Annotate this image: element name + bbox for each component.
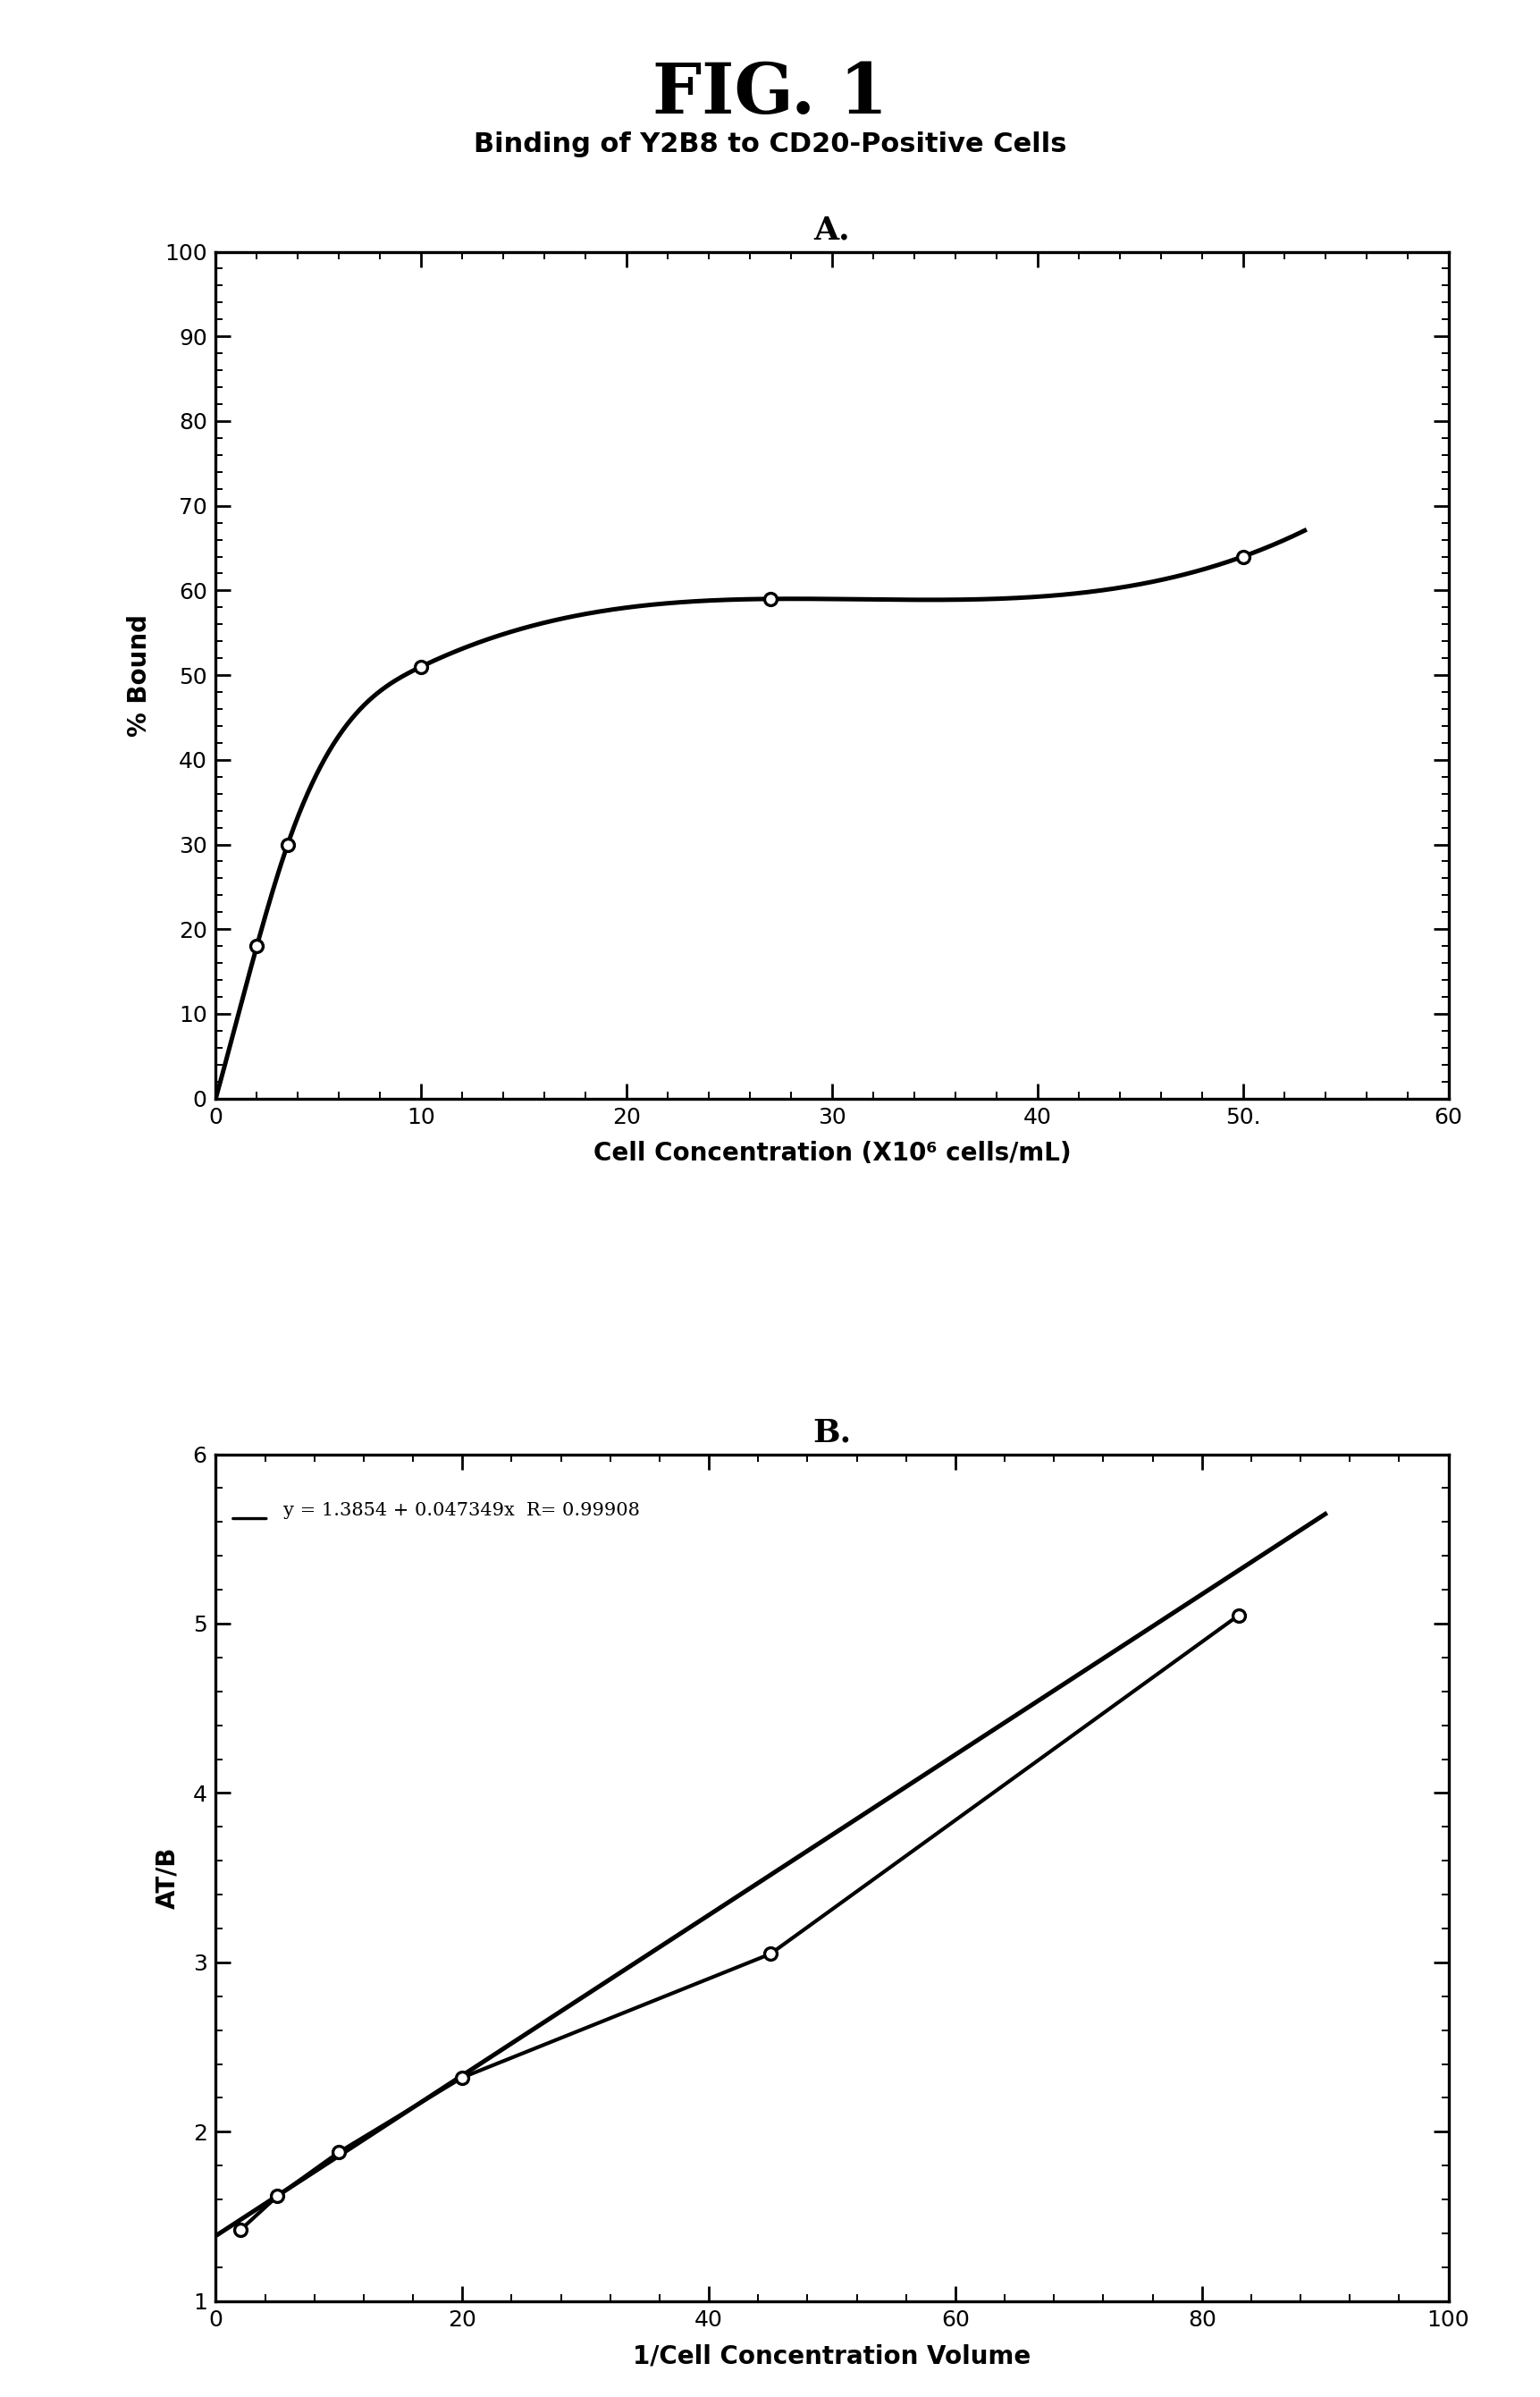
X-axis label: Cell Concentration (X10⁶ cells/mL): Cell Concentration (X10⁶ cells/mL) (593, 1141, 1070, 1167)
Title: B.: B. (812, 1417, 852, 1448)
Text: FIG. 1: FIG. 1 (653, 60, 887, 127)
Y-axis label: % Bound: % Bound (126, 614, 152, 736)
Text: Binding of Y2B8 to CD20-Positive Cells: Binding of Y2B8 to CD20-Positive Cells (474, 132, 1066, 158)
Title: A.: A. (813, 216, 850, 244)
Y-axis label: AT/B: AT/B (156, 1846, 180, 1908)
Text: y = 1.3854 + 0.047349x  R= 0.99908: y = 1.3854 + 0.047349x R= 0.99908 (283, 1501, 639, 1520)
X-axis label: 1/Cell Concentration Volume: 1/Cell Concentration Volume (633, 2344, 1030, 2368)
